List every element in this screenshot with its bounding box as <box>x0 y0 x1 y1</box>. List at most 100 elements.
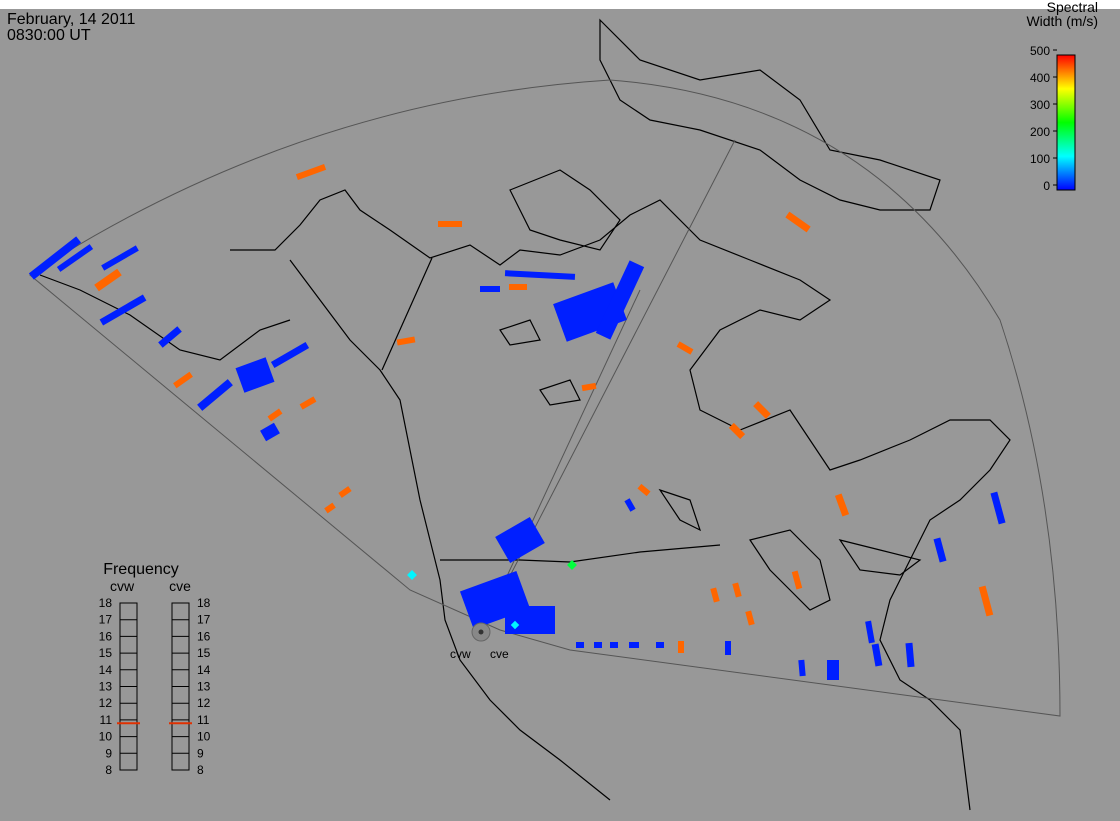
echo-cell <box>407 570 417 580</box>
echo-cell <box>865 620 875 644</box>
frequency-tick-label: 18 <box>99 596 113 610</box>
colorbar <box>1056 54 1076 191</box>
echo-cell <box>495 517 545 563</box>
radar-site-dot <box>478 629 484 635</box>
echo-cell <box>504 270 576 280</box>
echo-cell <box>678 641 684 653</box>
echo-cell <box>637 483 651 497</box>
frequency-tick-label: 13 <box>99 680 113 694</box>
time: 0830:00 UT <box>7 27 91 44</box>
echo-cell <box>990 491 1006 525</box>
echo-cells <box>28 164 1006 680</box>
frequency-tick-label: 14 <box>197 663 211 677</box>
echo-cell <box>567 560 577 570</box>
colorbar-tick-label: 300 <box>1030 98 1050 112</box>
echo-cell <box>480 286 500 292</box>
echo-cell <box>710 587 720 603</box>
colorbar-tick-label: 400 <box>1030 71 1050 85</box>
frequency-tick-label: 10 <box>99 730 113 744</box>
site-label: cvw <box>450 647 471 661</box>
echo-cell <box>785 211 811 233</box>
colorbar-tick-label: 500 <box>1030 44 1050 58</box>
echo-cell <box>505 606 555 634</box>
frequency-tick-label: 17 <box>99 613 113 627</box>
frequency-tick-label: 15 <box>99 646 113 660</box>
colorbar-tick-label: 200 <box>1030 125 1050 139</box>
frequency-tick-label: 15 <box>197 646 211 660</box>
echo-cell <box>299 396 317 410</box>
echo-cell <box>158 326 182 348</box>
echo-cell <box>978 585 994 617</box>
echo-cell <box>235 357 275 393</box>
coastlines <box>39 18 1011 811</box>
echo-cell <box>725 641 731 655</box>
echo-cell <box>745 610 755 626</box>
echo-cell <box>656 642 664 648</box>
echo-cell <box>827 660 839 680</box>
frequency-tick-label: 9 <box>105 746 112 760</box>
echo-cell <box>753 401 771 419</box>
echo-cell <box>94 268 122 292</box>
echo-cell <box>871 643 883 667</box>
echo-cell <box>834 493 850 517</box>
frequency-tick-label: 18 <box>197 596 211 610</box>
echo-cell <box>438 221 462 227</box>
echo-cell <box>295 164 327 180</box>
echo-cell <box>576 642 584 648</box>
echo-cell <box>728 422 746 440</box>
echo-cell <box>595 260 645 340</box>
echo-cell <box>624 498 636 512</box>
frequency-panel: 18 18 17 17 16 16 15 15 14 14 13 13 12 12 11 11 10 10 9 9 8 8 <box>99 596 211 777</box>
colorbar-title: Width (m/s) <box>1026 13 1098 29</box>
echo-cell <box>338 486 352 498</box>
echo-cell <box>267 408 283 422</box>
site-label: cve <box>490 647 509 661</box>
frequency-tick-label: 12 <box>197 696 211 710</box>
echo-cell <box>324 502 336 514</box>
frequency-tick-label: 12 <box>99 696 113 710</box>
echo-cell <box>270 341 310 369</box>
frequency-tick-label: 14 <box>99 663 113 677</box>
echo-cell <box>798 659 806 677</box>
echo-cell <box>933 537 947 563</box>
echo-cell <box>610 642 618 648</box>
frequency-tick-label: 16 <box>197 629 211 643</box>
frequency-tick-label: 11 <box>197 713 210 727</box>
frequency-tick-label: 10 <box>197 730 211 744</box>
colorbar-ticks: 0 100 200 300 400 500 <box>1030 44 1057 193</box>
frequency-tick-label: 16 <box>99 629 113 643</box>
frequency-tick-label: 8 <box>197 763 204 777</box>
echo-cell <box>99 294 147 326</box>
colorbar-tick-label: 0 <box>1043 179 1050 193</box>
echo-cell <box>197 379 233 411</box>
frequency-tick-label: 17 <box>197 613 211 627</box>
colorbar-title: Spectral <box>1047 0 1098 15</box>
echo-cell <box>509 284 527 290</box>
echo-cell <box>676 341 694 355</box>
radar-name: cve <box>169 578 191 594</box>
frequency-tick-label: 8 <box>105 763 112 777</box>
colorbar-tick-label: 100 <box>1030 152 1050 166</box>
echo-cell <box>396 336 416 346</box>
echo-cell <box>791 570 803 590</box>
frequency-tick-label: 11 <box>100 713 113 727</box>
echo-cell <box>594 642 602 648</box>
echo-cell <box>173 371 193 389</box>
frequency-title: Frequency <box>103 561 179 578</box>
echo-cell <box>28 236 82 280</box>
date: February, 14 2011 <box>7 11 135 28</box>
echo-cell <box>101 245 139 271</box>
frequency-tick-label: 9 <box>197 746 204 760</box>
echo-cell <box>56 244 94 272</box>
echo-cell <box>553 282 627 342</box>
echo-cell <box>260 422 280 442</box>
echo-cell <box>905 642 915 668</box>
echo-cell <box>581 382 597 392</box>
radar-name: cvw <box>110 578 135 594</box>
echo-cell <box>629 642 639 648</box>
frequency-tick-label: 13 <box>197 680 211 694</box>
echo-cell <box>732 582 742 598</box>
top-strip <box>0 0 1120 9</box>
